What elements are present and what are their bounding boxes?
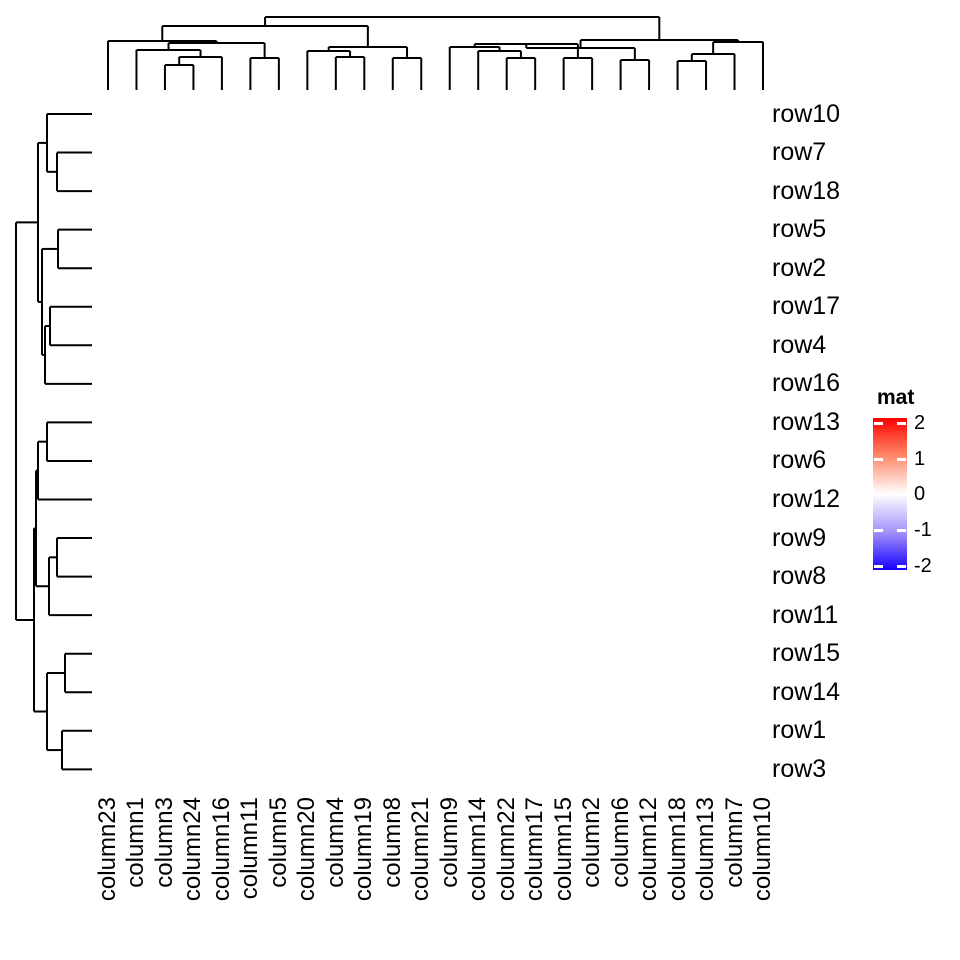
legend-tick-label: 0 xyxy=(914,483,926,506)
column-label: column7 xyxy=(720,797,748,888)
row-label: row10 xyxy=(772,99,841,128)
legend-tick-label: 2 xyxy=(914,412,926,434)
column-label: column9 xyxy=(435,797,463,888)
legend-tick: -2 xyxy=(868,554,960,578)
legend-tick: -1 xyxy=(868,518,960,542)
column-label: column15 xyxy=(549,797,577,902)
column-label: column23 xyxy=(94,797,121,902)
legend-tick-mark xyxy=(897,422,906,425)
legend-tick-mark xyxy=(874,564,883,568)
legend-tick-mark xyxy=(874,457,883,461)
column-label: column5 xyxy=(264,797,292,888)
row-label: row2 xyxy=(772,253,827,282)
row-label: row4 xyxy=(772,330,827,359)
legend-tick: 1 xyxy=(868,447,960,471)
column-label: column14 xyxy=(464,797,492,902)
color-legend: mat 2 1 0 -1 -2 xyxy=(868,385,960,585)
column-label: column24 xyxy=(179,797,207,902)
column-label: column19 xyxy=(350,797,378,902)
row-label: row11 xyxy=(772,600,839,629)
row-label: row13 xyxy=(772,407,841,436)
column-label: column20 xyxy=(293,797,321,902)
column-label: column11 xyxy=(236,797,264,900)
legend-tick-mark xyxy=(897,493,906,497)
legend-tick-mark xyxy=(874,422,883,425)
column-label: column18 xyxy=(663,797,691,902)
column-label: column21 xyxy=(407,797,435,902)
row-label: row1 xyxy=(772,716,827,745)
row-label: row17 xyxy=(772,292,841,321)
row-label: row14 xyxy=(772,677,841,706)
column-label: column13 xyxy=(692,797,720,902)
legend-tick-mark xyxy=(897,529,906,533)
legend-tick-mark xyxy=(897,564,906,568)
legend-tick-mark xyxy=(897,457,906,461)
column-label: column22 xyxy=(492,797,520,902)
row-label: row12 xyxy=(772,485,841,513)
column-label: column17 xyxy=(521,797,549,902)
column-label: column8 xyxy=(378,797,406,888)
row-label: row18 xyxy=(772,176,841,205)
row-label: row3 xyxy=(772,754,827,783)
column-label: column6 xyxy=(606,797,634,888)
column-label: column1 xyxy=(122,797,150,888)
row-label: row6 xyxy=(772,446,827,475)
column-label: column4 xyxy=(321,797,349,888)
column-label: column10 xyxy=(748,797,776,902)
legend-tick: 2 xyxy=(868,411,960,435)
column-label: column12 xyxy=(635,797,663,902)
row-label: row16 xyxy=(772,369,841,398)
legend-tick: 0 xyxy=(868,482,960,506)
heatmap-body xyxy=(94,96,778,788)
column-label: column2 xyxy=(578,797,606,888)
row-label: row7 xyxy=(772,138,827,167)
legend-tick-label: -2 xyxy=(914,554,932,577)
row-label: row8 xyxy=(772,562,827,591)
legend-tick-label: 1 xyxy=(914,447,926,470)
legend-tick-mark xyxy=(874,493,883,497)
column-label: column16 xyxy=(207,797,235,902)
row-label: row15 xyxy=(772,639,841,668)
column-label: column3 xyxy=(150,797,178,888)
row-label: row9 xyxy=(772,523,827,552)
legend-title: mat xyxy=(877,386,915,409)
row-label: row5 xyxy=(772,215,827,244)
legend-tick-label: -1 xyxy=(914,519,932,542)
legend-tick-mark xyxy=(874,529,883,533)
